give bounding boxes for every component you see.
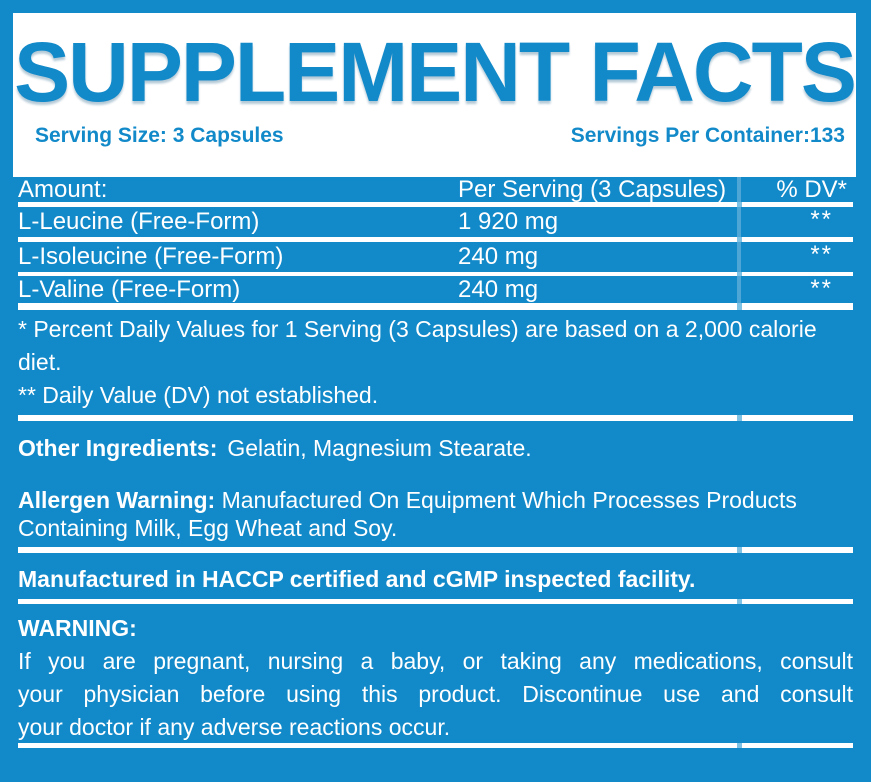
footnote-line: ** Daily Value (DV) not established.	[18, 382, 379, 408]
other-ingredients-section: Other Ingredients: Gelatin, Magnesium Ste…	[18, 434, 853, 463]
nutrient-amount: 1 920 mg	[458, 208, 559, 235]
warning-label: WARNING:	[18, 615, 137, 641]
column-header-dv: % DV*	[776, 176, 847, 203]
allergen-warning-section: Allergen Warning: Manufactured On Equipm…	[18, 486, 853, 542]
column-header-amount: Amount:	[18, 176, 108, 203]
rule-below-valine-row	[18, 303, 853, 310]
table-header-row: Amount: Per Serving (3 Capsules) % DV*	[18, 177, 853, 202]
nutrient-name: L-Valine (Free-Form)	[18, 276, 241, 303]
table-row: L-Isoleucine (Free-Form) 240 mg **	[18, 242, 853, 272]
table-row: L-Valine (Free-Form) 240 mg **	[18, 276, 853, 304]
page-title: SUPPLEMENT FACTS	[14, 25, 857, 119]
nutrient-dv: **	[810, 206, 833, 233]
daily-value-footnotes: * Percent Daily Values for 1 Serving (3 …	[18, 313, 853, 412]
manufacturing-statement: Manufactured in HACCP certified and cGMP…	[18, 566, 696, 592]
rule-bottom	[18, 743, 853, 748]
nutrient-table: Amount: Per Serving (3 Capsules) % DV* L…	[18, 177, 853, 310]
rule-above-other-ingredients	[18, 415, 853, 421]
column-header-per-serving: Per Serving (3 Capsules)	[458, 176, 727, 203]
serving-info-row: Serving Size: 3 Capsules Servings Per Co…	[35, 123, 845, 149]
other-ingredients-value: Gelatin, Magnesium Stearate.	[227, 435, 532, 461]
allergen-warning-label: Allergen Warning:	[18, 487, 216, 513]
table-row: L-Leucine (Free-Form) 1 920 mg **	[18, 207, 853, 237]
allergen-line: Allergen Warning: Manufactured On Equipm…	[18, 486, 853, 514]
rule-below-leucine-row	[18, 237, 853, 242]
warning-line: your doctor if any adverse reactions occ…	[18, 714, 451, 740]
allergen-warning-text: Manufactured On Equipment Which Processe…	[221, 487, 797, 513]
rule-below-isoleucine-row	[18, 272, 853, 276]
allergen-line: Containing Milk, Egg Wheat and Soy.	[18, 515, 398, 541]
header-panel: SUPPLEMENT FACTS Serving Size: 3 Capsule…	[13, 13, 857, 177]
warning-line: your physician before using this product…	[18, 681, 853, 707]
nutrient-amount: 240 mg	[458, 243, 539, 270]
rule-above-warning	[18, 599, 853, 604]
nutrient-dv: **	[810, 241, 833, 268]
footnote-line: * Percent Daily Values for 1 Serving (3 …	[18, 316, 817, 342]
footnote-line: diet.	[18, 349, 62, 375]
nutrient-name: L-Isoleucine (Free-Form)	[18, 243, 284, 270]
warning-line: If you are pregnant, nursing a baby, or …	[18, 648, 853, 674]
nutrient-amount: 240 mg	[458, 276, 539, 303]
nutrient-name: L-Leucine (Free-Form)	[18, 208, 260, 235]
rule-above-manufacturing	[18, 547, 853, 553]
other-ingredients-label: Other Ingredients:	[18, 435, 218, 461]
serving-size-text: Serving Size: 3 Capsules	[35, 124, 284, 147]
rule-below-header-row	[18, 202, 853, 207]
nutrient-dv: **	[810, 275, 833, 302]
warning-text: If you are pregnant, nursing a baby, or …	[18, 645, 853, 744]
servings-per-container-text: Servings Per Container:133	[570, 124, 845, 147]
